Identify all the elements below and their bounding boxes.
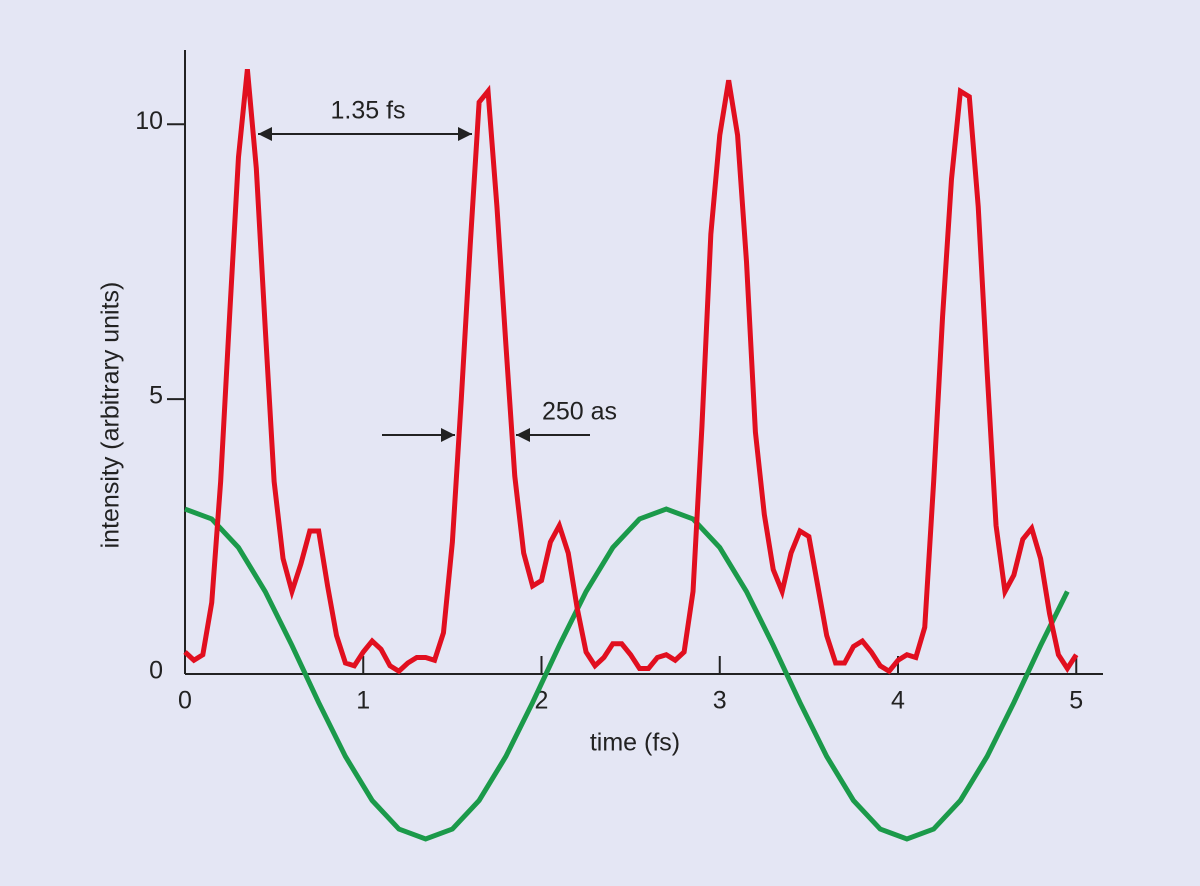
x-tick-label: 0 [178,687,192,715]
annotation: 250 as [542,398,617,426]
x-tick-label: 4 [891,687,905,715]
y-tick-label: 10 [135,107,163,135]
y-tick-label: 5 [149,382,163,410]
series-line [184,506,1070,842]
x-tick-label: 1 [356,687,370,715]
y-tick-label: 0 [149,657,163,685]
x-tick-label: 5 [1069,687,1083,715]
y-axis-label: intensity (arbitrary units) [97,282,125,549]
series-line [183,68,1079,675]
x-tick-label: 3 [713,687,727,715]
annotation: 1.35 fs [330,97,405,125]
x-axis-label: time (fs) [590,729,680,757]
